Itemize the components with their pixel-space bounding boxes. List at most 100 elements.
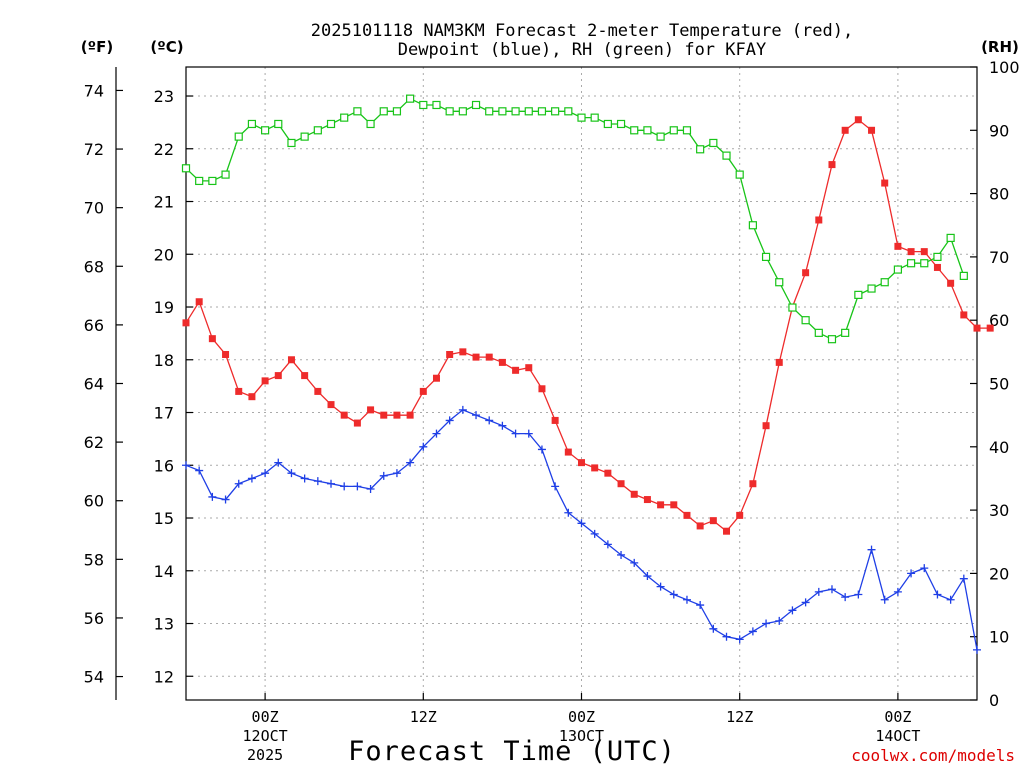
tick-label-celsius: 13 [154,615,174,634]
dewpoint-point [379,471,388,480]
temperature-point [353,419,361,427]
temperature-point [828,161,836,169]
dewpoint-point [577,519,586,528]
dewpoint-point [551,482,560,491]
dewpoint-point [511,429,520,438]
rh-point [630,126,639,135]
rh-point [274,119,283,129]
tick-label-x: 00Z [252,708,279,726]
dewpoint-point [603,540,612,549]
tick-label-fahrenheit: 54 [84,668,104,687]
dewpoint-point [867,545,876,554]
dewpoint-point [564,508,573,517]
temperature-point [973,324,981,332]
rh-point [366,119,375,129]
temperature-point [564,448,572,456]
temperature-point [538,385,546,393]
tick-label-rh: 10 [989,628,1009,647]
dewpoint-point [537,445,546,454]
dewpoint-point [485,416,494,425]
temperature-point [340,411,348,419]
tick-label-fahrenheit: 74 [84,81,104,100]
dewpoint-point [748,627,757,636]
rh-point [379,107,388,116]
chart-title-line2: Dewpoint (blue), RH (green) for KFAY [398,40,766,60]
rh-point [867,284,876,293]
rh-point [471,100,481,110]
temperature-point [367,406,375,414]
axes: 12 13 14 15 16 17 18 19 20 21 22 23 54 56 58 60 62 64 66 68… [84,58,1020,764]
temperature-point [894,242,902,250]
temperature-point [208,335,216,343]
tick-label-x: 00Z [568,708,595,726]
dewpoint-point [735,635,744,644]
dewpoint-point [524,429,533,438]
temperature-point [881,179,889,187]
temperature-point [657,501,665,509]
series-layer [181,94,994,654]
rh-point [326,119,336,129]
dewpoint-point [946,595,955,604]
tick-label-rh: 90 [989,121,1009,140]
tick-label-celsius: 18 [154,351,174,370]
rh-point [392,107,402,116]
temperature-point [723,527,731,535]
dewpoint-point [353,482,362,491]
temperature-point [920,248,928,256]
dewpoint-point [208,492,217,501]
temperature-point [617,480,625,488]
rh-point [234,132,243,141]
tick-label-celsius: 12 [154,667,174,686]
rh-point [959,271,968,280]
temperature-point [472,353,480,361]
rh-point [893,265,903,274]
dewpoint-point [933,590,942,599]
temperature-point [406,411,414,419]
temperature-point [775,358,783,366]
rh-point [221,170,230,179]
tick-label-rh: 40 [989,438,1009,457]
tick-label-rh: 60 [989,311,1009,330]
rh-point [854,290,863,299]
rh-point [353,107,362,116]
credit-label: coolwx.com/models [851,746,1015,765]
tick-label-fahrenheit: 72 [84,140,104,159]
tick-label-rh: 30 [989,501,1009,520]
tick-label-celsius: 20 [154,245,174,264]
rh-point [920,259,929,268]
temperature-point [854,116,862,124]
dewpoint-point [959,574,968,583]
rh-point [814,328,823,337]
tick-label-celsius: 23 [154,87,174,106]
dewpoint-point [696,601,705,610]
dewpoint-point [590,529,599,538]
temperature-point [446,350,454,358]
dewpoint-point [274,458,283,467]
dewpoint-point [630,558,639,567]
series-dewpoint [182,405,981,654]
temperature-point [182,319,190,327]
temperature-point [235,387,243,395]
tick-label-fahrenheit: 70 [84,199,104,218]
rh-point [656,132,665,141]
dewpoint-point [893,587,902,596]
rh-point [603,119,612,129]
tick-label-x-date: 14OCT [875,727,920,745]
rh-point [669,126,678,135]
tick-label-fahrenheit: 68 [84,257,104,276]
rh-point [419,100,428,110]
rh-point [880,278,889,287]
rh-point [524,107,533,116]
rh-point [841,328,850,337]
rh-point [696,145,705,154]
rh-point [643,126,652,135]
dewpoint-point [419,442,428,451]
rh-point [946,233,955,243]
rh-point [775,278,784,287]
rh-point [709,138,718,148]
temperature-point [551,416,559,424]
tick-label-fahrenheit: 58 [84,550,104,569]
rh-point [458,107,467,116]
dewpoint-point [814,587,823,596]
temperature-point [498,358,506,366]
